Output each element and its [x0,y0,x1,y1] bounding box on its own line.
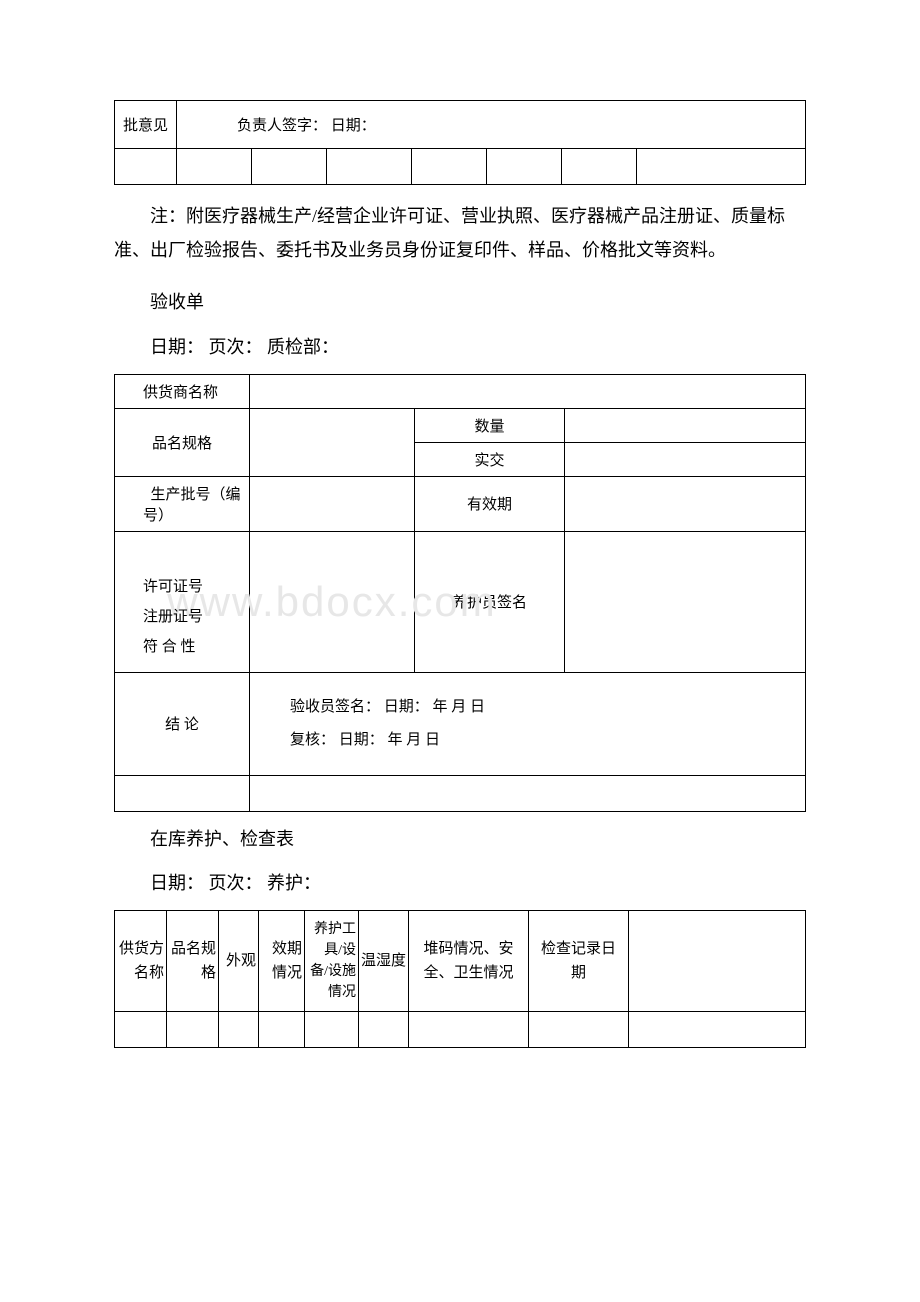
empty-cell [409,1012,529,1048]
empty-cell [637,149,806,185]
empty-cell [115,775,250,811]
license-value: www.bdocx.com [250,531,415,672]
qty-label: 数量 [415,408,565,442]
care-h2: 品名规格 [167,911,219,1012]
empty-cell [177,149,252,185]
care-h4: 效期情况 [259,911,305,1012]
empty-cell [529,1012,629,1048]
empty-cell [562,149,637,185]
conclusion-label: 结 论 [115,672,250,775]
qty-value [565,408,806,442]
empty-cell [219,1012,259,1048]
acceptance-meta: 日期： 页次： 质检部： [114,330,806,364]
approval-opinion-label: 批意见 [115,101,177,149]
approval-table: 批意见 负责人签字： 日期： [114,100,806,185]
care-table: 供货方名称 品名规格 外观 效期情况 养护工具/设备/设施情况 温湿度 堆码情况… [114,910,806,1048]
care-h7: 堆码情况、安全、卫生情况 [409,911,529,1012]
acceptance-title: 验收单 [114,285,806,319]
empty-cell [115,1012,167,1048]
care-meta: 日期： 页次： 养护： [114,866,806,900]
care-h9 [629,911,806,1012]
delivered-label: 实交 [415,442,565,476]
spec-value [250,408,415,476]
nurse-sign-value [565,531,806,672]
spec-label: 品名规格 [115,408,250,476]
empty-cell [250,775,806,811]
care-h5: 养护工具/设备/设施情况 [305,911,359,1012]
empty-cell [167,1012,219,1048]
note-paragraph: 注：附医疗器械生产/经营企业许可证、营业执照、医疗器械产品注册证、质量标准、出厂… [114,199,806,267]
care-h6: 温湿度 [359,911,409,1012]
delivered-value [565,442,806,476]
empty-cell [327,149,412,185]
conclusion-body: 验收员签名： 日期： 年 月 日 复核： 日期： 年 月 日 [250,672,806,775]
empty-cell [412,149,487,185]
care-h1: 供货方名称 [115,911,167,1012]
empty-cell [115,149,177,185]
supplier-label: 供货商名称 [115,374,250,408]
approval-signature-cell: 负责人签字： 日期： [177,101,806,149]
expiry-label: 有效期 [415,476,565,531]
empty-cell [487,149,562,185]
care-h3: 外观 [219,911,259,1012]
empty-cell [305,1012,359,1048]
care-title: 在库养护、检查表 [114,822,806,856]
license-labels: 许可证号 注册证号 符 合 性 [115,531,250,672]
empty-cell [629,1012,806,1048]
care-h8: 检查记录日期 [529,911,629,1012]
batch-label: 生产批号（编号） [115,476,250,531]
empty-cell [359,1012,409,1048]
acceptance-table: 供货商名称 品名规格 数量 实交 生产批号（编号） 有效期 许可证号 注册证号 … [114,374,806,812]
batch-value [250,476,415,531]
expiry-value [565,476,806,531]
empty-cell [252,149,327,185]
nurse-sign-label: 养护员签名 [415,531,565,672]
empty-cell [259,1012,305,1048]
supplier-value [250,374,806,408]
